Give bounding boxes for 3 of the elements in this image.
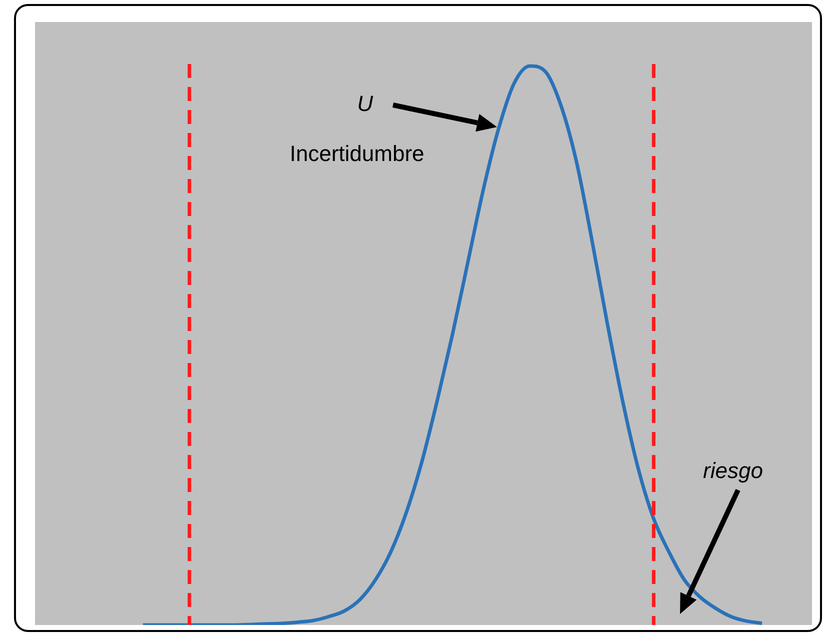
annotation: riesgo bbox=[703, 458, 763, 484]
annotation: U bbox=[357, 91, 374, 116]
annotation: Incertidumbre bbox=[290, 141, 424, 166]
